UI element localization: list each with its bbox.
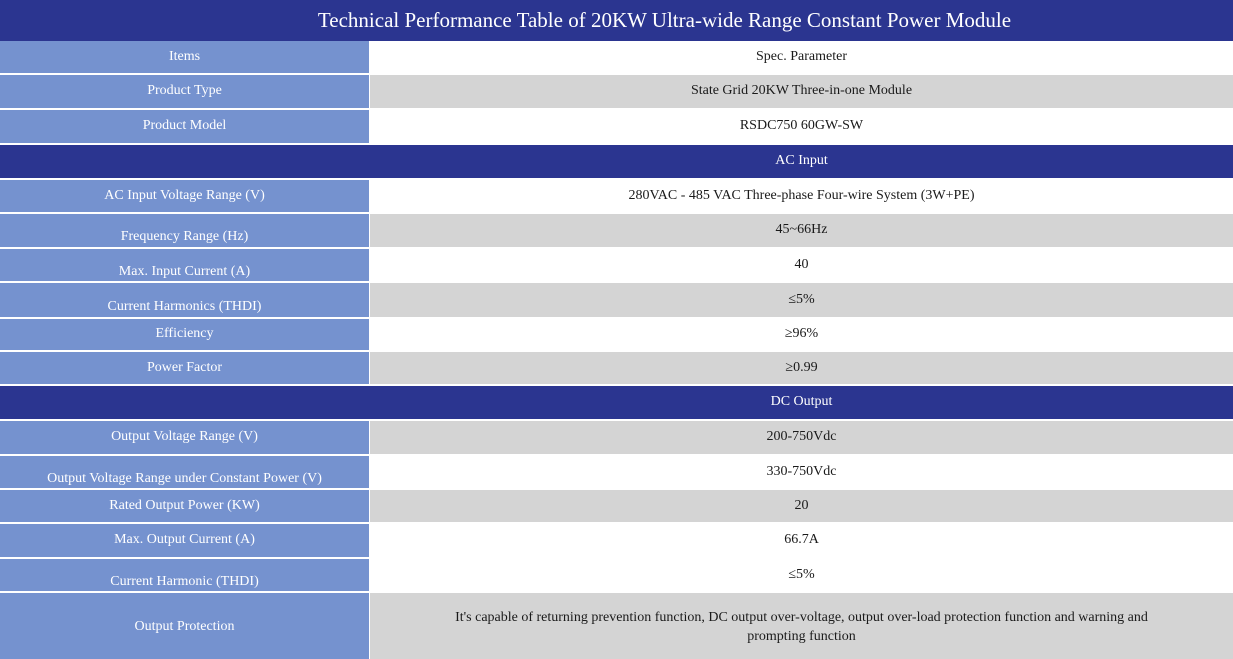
table-row-max-output-current: Max. Output Current (A) 66.7A [0, 524, 1233, 559]
section-header-label [0, 386, 370, 419]
row-label: Product Model [0, 110, 370, 143]
row-label: Efficiency [0, 319, 370, 350]
section-header-title: DC Output [370, 386, 1233, 419]
table-row-output-voltage-range: Output Voltage Range (V) 200-750Vdc [0, 421, 1233, 456]
section-header-title: AC Input [370, 145, 1233, 178]
table-row-current-harmonic: Current Harmonic (THDI) ≤5% [0, 559, 1233, 593]
section-header-dc-output: DC Output [0, 386, 1233, 421]
table-title: Technical Performance Table of 20KW Ultr… [0, 0, 1233, 41]
table-row-product-model: Product Model RSDC750 60GW-SW [0, 110, 1233, 145]
table-row-items: Items Spec. Parameter [0, 41, 1233, 75]
row-value: 200-750Vdc [370, 421, 1233, 454]
row-value: 40 [370, 249, 1233, 281]
table-row-product-type: Product Type State Grid 20KW Three-in-on… [0, 75, 1233, 110]
row-label: Current Harmonics (THDI) [0, 283, 370, 317]
table-row-current-harmonics: Current Harmonics (THDI) ≤5% [0, 283, 1233, 319]
row-value: RSDC750 60GW-SW [370, 110, 1233, 143]
table-row-constant-power-range: Output Voltage Range under Constant Powe… [0, 456, 1233, 490]
table-row-frequency-range: Frequency Range (Hz) 45~66Hz [0, 214, 1233, 249]
row-value: 66.7A [370, 524, 1233, 557]
row-value: ≥96% [370, 319, 1233, 350]
row-label: Rated Output Power (KW) [0, 490, 370, 522]
row-value: ≤5% [370, 559, 1233, 591]
spec-table: Items Spec. Parameter Product Type State… [0, 41, 1233, 659]
row-label: Items [0, 41, 370, 73]
row-value: 330-750Vdc [370, 456, 1233, 488]
table-row-max-input-current: Max. Input Current (A) 40 [0, 249, 1233, 283]
row-value: 20 [370, 490, 1233, 522]
table-row-output-protection: Output Protection It's capable of return… [0, 593, 1233, 659]
row-label: Current Harmonic (THDI) [0, 559, 370, 591]
row-value: ≥0.99 [370, 352, 1233, 384]
row-label: Max. Input Current (A) [0, 249, 370, 281]
table-row-efficiency: Efficiency ≥96% [0, 319, 1233, 352]
row-value: Spec. Parameter [370, 41, 1233, 73]
row-label: Output Voltage Range under Constant Powe… [0, 456, 370, 488]
row-value: 280VAC - 485 VAC Three-phase Four-wire S… [370, 180, 1233, 212]
row-value: It's capable of returning prevention fun… [370, 593, 1233, 659]
row-label: Output Voltage Range (V) [0, 421, 370, 454]
table-row-ac-input-voltage: AC Input Voltage Range (V) 280VAC - 485 … [0, 180, 1233, 214]
row-label: Product Type [0, 75, 370, 108]
section-header-label [0, 145, 370, 178]
table-row-power-factor: Power Factor ≥0.99 [0, 352, 1233, 386]
section-header-ac-input: AC Input [0, 145, 1233, 180]
row-label: Output Protection [0, 593, 370, 659]
row-value: ≤5% [370, 283, 1233, 317]
table-row-rated-output-power: Rated Output Power (KW) 20 [0, 490, 1233, 524]
row-label: AC Input Voltage Range (V) [0, 180, 370, 212]
row-label: Max. Output Current (A) [0, 524, 370, 557]
row-label: Power Factor [0, 352, 370, 384]
row-value: State Grid 20KW Three-in-one Module [370, 75, 1233, 108]
row-value: 45~66Hz [370, 214, 1233, 247]
row-label: Frequency Range (Hz) [0, 214, 370, 247]
